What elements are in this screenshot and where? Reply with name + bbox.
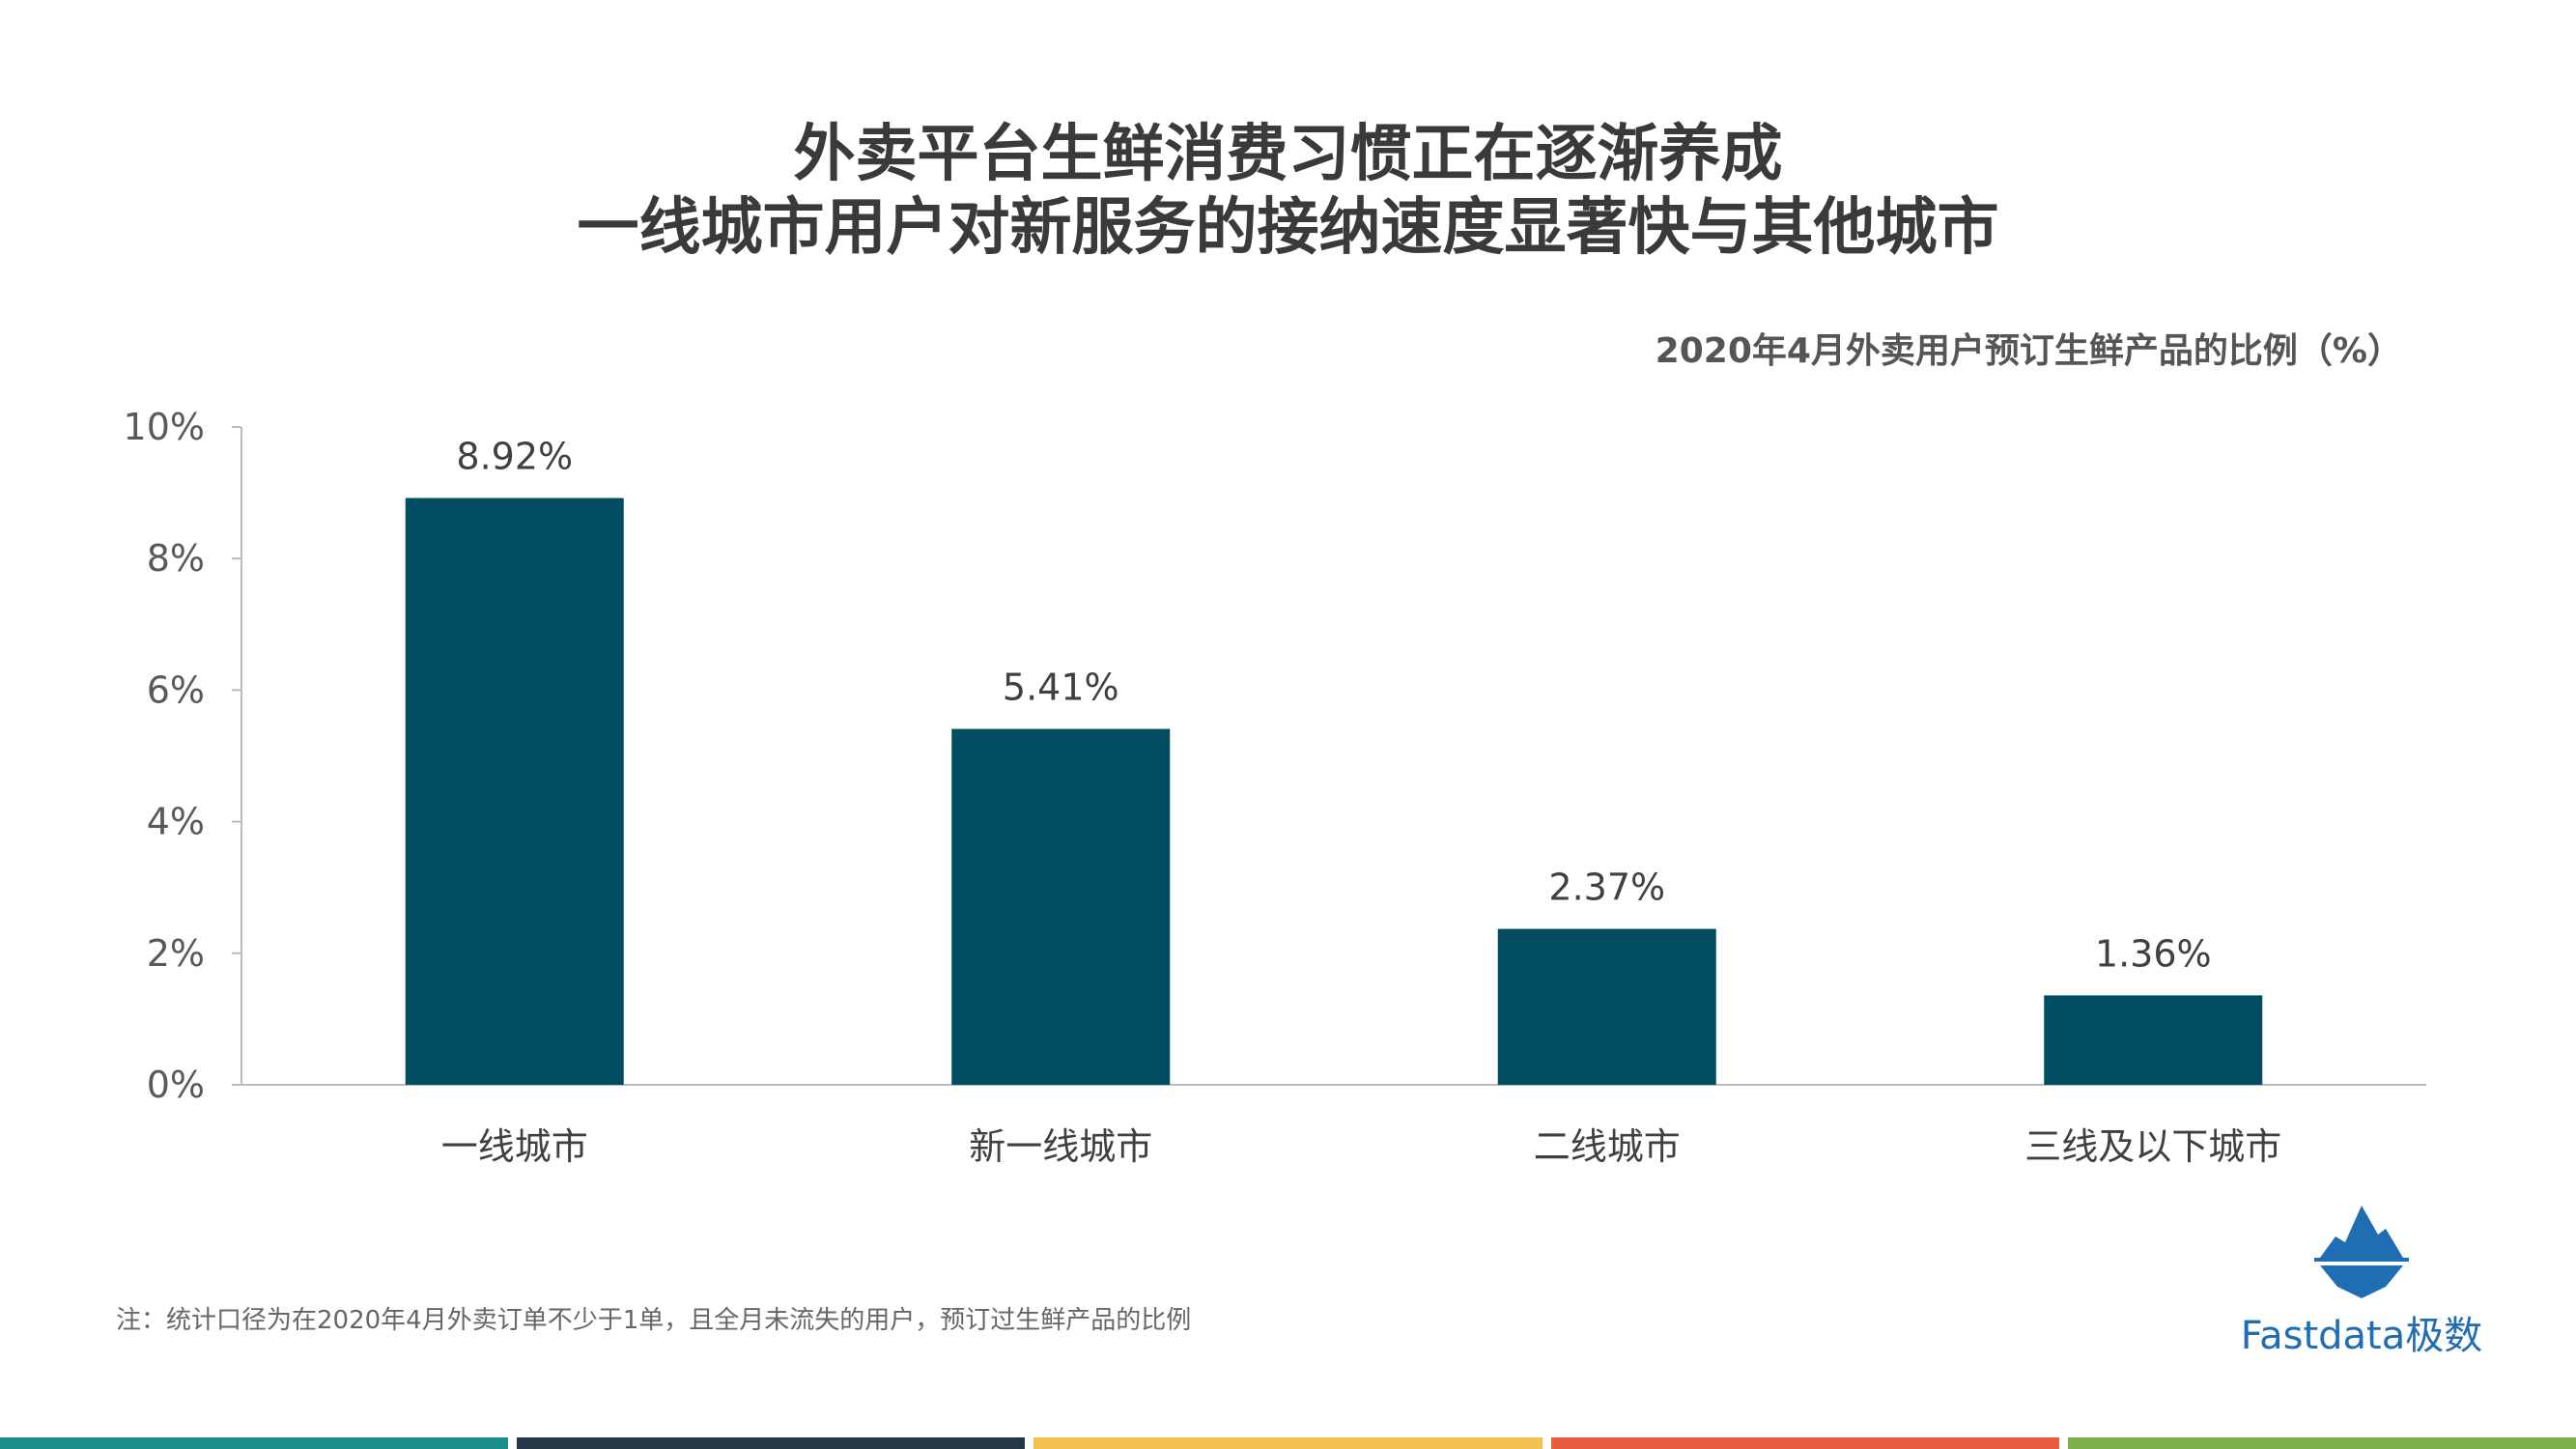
bar — [1497, 928, 1716, 1085]
chart-title-line2: 一线城市用户对新服务的接纳速度显著快与其他城市 — [577, 192, 1999, 264]
y-tick-label: 10% — [124, 406, 205, 448]
bar — [951, 728, 1171, 1085]
x-tick-label: 新一线城市 — [969, 1125, 1152, 1168]
y-tick-label: 8% — [147, 537, 205, 580]
x-tick-label: 二线城市 — [1534, 1125, 1681, 1168]
bar — [2044, 995, 2263, 1085]
data-label: 5.41% — [1003, 667, 1119, 709]
bar-chart: 0% 2% 4% 6% 8% 10% 8.92% 一线城市 5.41% 新一线城市 2.37% 二线城… — [124, 406, 2426, 1168]
bottom-bar-1 — [0, 1437, 509, 1449]
x-tick-label: 一线城市 — [441, 1125, 588, 1168]
bottom-bar-5 — [2067, 1437, 2576, 1449]
chart-title-line1: 外卖平台生鲜消费习惯正在逐渐养成 — [793, 119, 1783, 190]
y-tick-label: 4% — [147, 801, 205, 843]
brand-logo: Fastdata极数 — [2231, 1198, 2492, 1362]
data-label: 2.37% — [1548, 867, 1665, 909]
bottom-bar-2 — [517, 1437, 1026, 1449]
y-tick-label: 2% — [147, 932, 205, 975]
data-label: 8.92% — [456, 436, 573, 478]
bottom-color-bars — [0, 1437, 2576, 1449]
logo-text: Fastdata极数 — [2240, 1314, 2483, 1358]
bar — [405, 497, 624, 1085]
footnote: 注：统计口径为在2020年4月外卖订单不少于1单，且全月未流失的用户，预订过生鲜… — [116, 1306, 1192, 1335]
data-label: 1.36% — [2095, 932, 2212, 975]
y-tick-label: 0% — [147, 1064, 205, 1106]
iceberg-icon — [2314, 1206, 2409, 1298]
chart-subtitle: 2020年4月外卖用户预订生鲜产品的比例（%） — [1655, 331, 2402, 371]
bottom-bar-3 — [1033, 1437, 1543, 1449]
x-tick-label: 三线及以下城市 — [2024, 1125, 2281, 1168]
bottom-bar-4 — [1550, 1437, 2059, 1449]
y-tick-label: 6% — [147, 668, 205, 711]
